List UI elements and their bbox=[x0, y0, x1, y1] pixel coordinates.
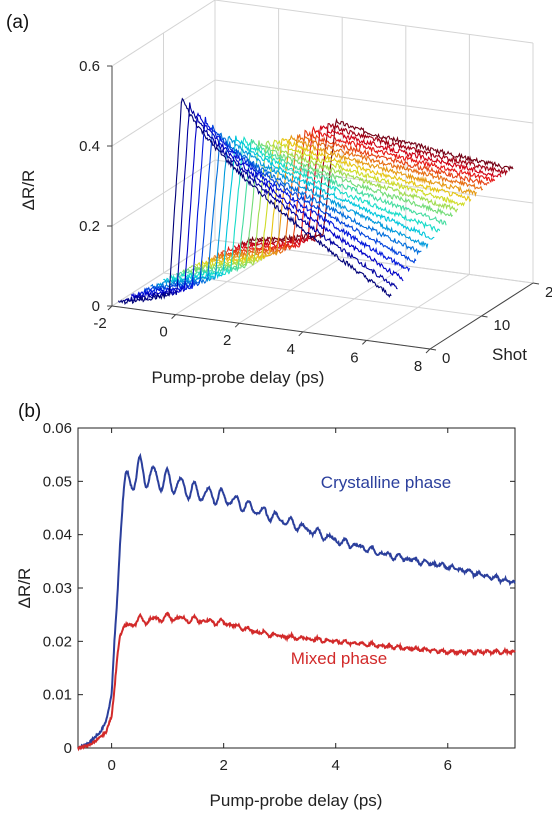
shot-trace bbox=[194, 139, 466, 268]
depth-tick-label: 10 bbox=[494, 317, 511, 334]
side-wall-gridline bbox=[111, 159, 216, 227]
legend-crystalline: Crystalline phase bbox=[321, 473, 451, 492]
shot-trace bbox=[117, 97, 392, 306]
y-tick-label: 0.05 bbox=[43, 473, 72, 490]
y-tick-label: 0.04 bbox=[43, 527, 72, 544]
depth-tick-mark bbox=[532, 282, 540, 285]
x-tick-mark bbox=[362, 340, 367, 345]
shot-trace bbox=[150, 132, 422, 289]
side-wall-gridline bbox=[111, 79, 216, 147]
panel-a-label: (a) bbox=[6, 12, 29, 33]
panel-b-series bbox=[77, 452, 516, 752]
series-line-crystalline bbox=[77, 452, 516, 750]
x-tick-label: 2 bbox=[223, 332, 231, 349]
depth-tick-label: 0 bbox=[442, 350, 450, 367]
x-tick-label: 0 bbox=[159, 324, 167, 341]
shot-trace bbox=[137, 116, 411, 297]
shot-trace bbox=[207, 134, 477, 263]
panel-a-xlabel: Pump-probe delay (ps) bbox=[152, 368, 325, 387]
x-tick-label: 8 bbox=[414, 358, 422, 375]
shot-trace bbox=[214, 133, 484, 260]
x-tick-mark bbox=[234, 322, 240, 328]
z-tick-label: 0.4 bbox=[79, 138, 100, 155]
x-tick-mark bbox=[425, 348, 431, 354]
legend-mixed: Mixed phase bbox=[291, 649, 387, 668]
depth-tick-mark bbox=[481, 315, 488, 318]
panel-a-ylabel: ΔR/R bbox=[19, 170, 38, 211]
x-axis-line bbox=[111, 305, 431, 350]
shot-trace bbox=[143, 124, 417, 293]
shot-trace bbox=[239, 123, 508, 247]
z-tick-label: 0.2 bbox=[79, 218, 100, 235]
panel-b-ticks: 0 0.01 0.02 0.03 0.04 0.05 0.06 0 2 4 6 bbox=[43, 420, 515, 774]
panel-a-depth-label: Shot bbox=[492, 345, 527, 364]
shot-trace bbox=[220, 129, 490, 257]
panel-b: (b) 0 0.01 0.02 0.03 0.04 0.05 0.06 0 2 4 6 Crysta… bbox=[15, 401, 516, 810]
panel-a-series bbox=[117, 97, 514, 306]
y-tick-label: 0.01 bbox=[43, 687, 72, 704]
shot-trace bbox=[233, 125, 502, 250]
panel-b-label: (b) bbox=[18, 401, 41, 422]
back-wall-gridline bbox=[214, 0, 534, 44]
x-tick-label: 4 bbox=[287, 341, 295, 358]
back-wall-gridline bbox=[214, 79, 534, 124]
y-tick-label: 0.03 bbox=[43, 580, 72, 597]
x-tick-mark bbox=[107, 305, 113, 311]
side-wall-gridline bbox=[111, 0, 216, 67]
z-tick-label: 0 bbox=[92, 298, 100, 315]
x-tick-mark bbox=[298, 331, 304, 337]
y-tick-label: 0.02 bbox=[43, 633, 72, 650]
x-tick-label: 6 bbox=[350, 349, 358, 366]
x-tick-label: 0 bbox=[107, 757, 115, 774]
x-tick-mark bbox=[171, 314, 176, 319]
series-line-mixed bbox=[77, 611, 516, 752]
z-tick-label: 0.6 bbox=[79, 58, 100, 75]
shot-trace bbox=[169, 136, 441, 282]
depth-tick-label: 20 bbox=[545, 284, 552, 301]
panel-b-ylabel: ΔR/R bbox=[15, 568, 34, 609]
shot-trace bbox=[188, 140, 458, 272]
panel-a-3d-grid bbox=[111, 0, 534, 350]
panel-b-xlabel: Pump-probe delay (ps) bbox=[210, 791, 383, 810]
x-tick-label: 2 bbox=[219, 757, 227, 774]
shot-trace bbox=[124, 102, 398, 303]
shot-trace bbox=[226, 125, 496, 253]
x-tick-label: 4 bbox=[332, 757, 340, 774]
shot-trace bbox=[176, 138, 447, 278]
depth-tick-mark bbox=[429, 348, 437, 351]
y-tick-label: 0.06 bbox=[43, 420, 72, 437]
shot-trace bbox=[246, 117, 514, 243]
x-tick-label: -2 bbox=[93, 315, 106, 332]
shot-trace bbox=[156, 135, 429, 288]
x-tick-label: 6 bbox=[444, 757, 452, 774]
floor-gridline bbox=[163, 272, 482, 317]
y-tick-label: 0 bbox=[64, 740, 72, 757]
